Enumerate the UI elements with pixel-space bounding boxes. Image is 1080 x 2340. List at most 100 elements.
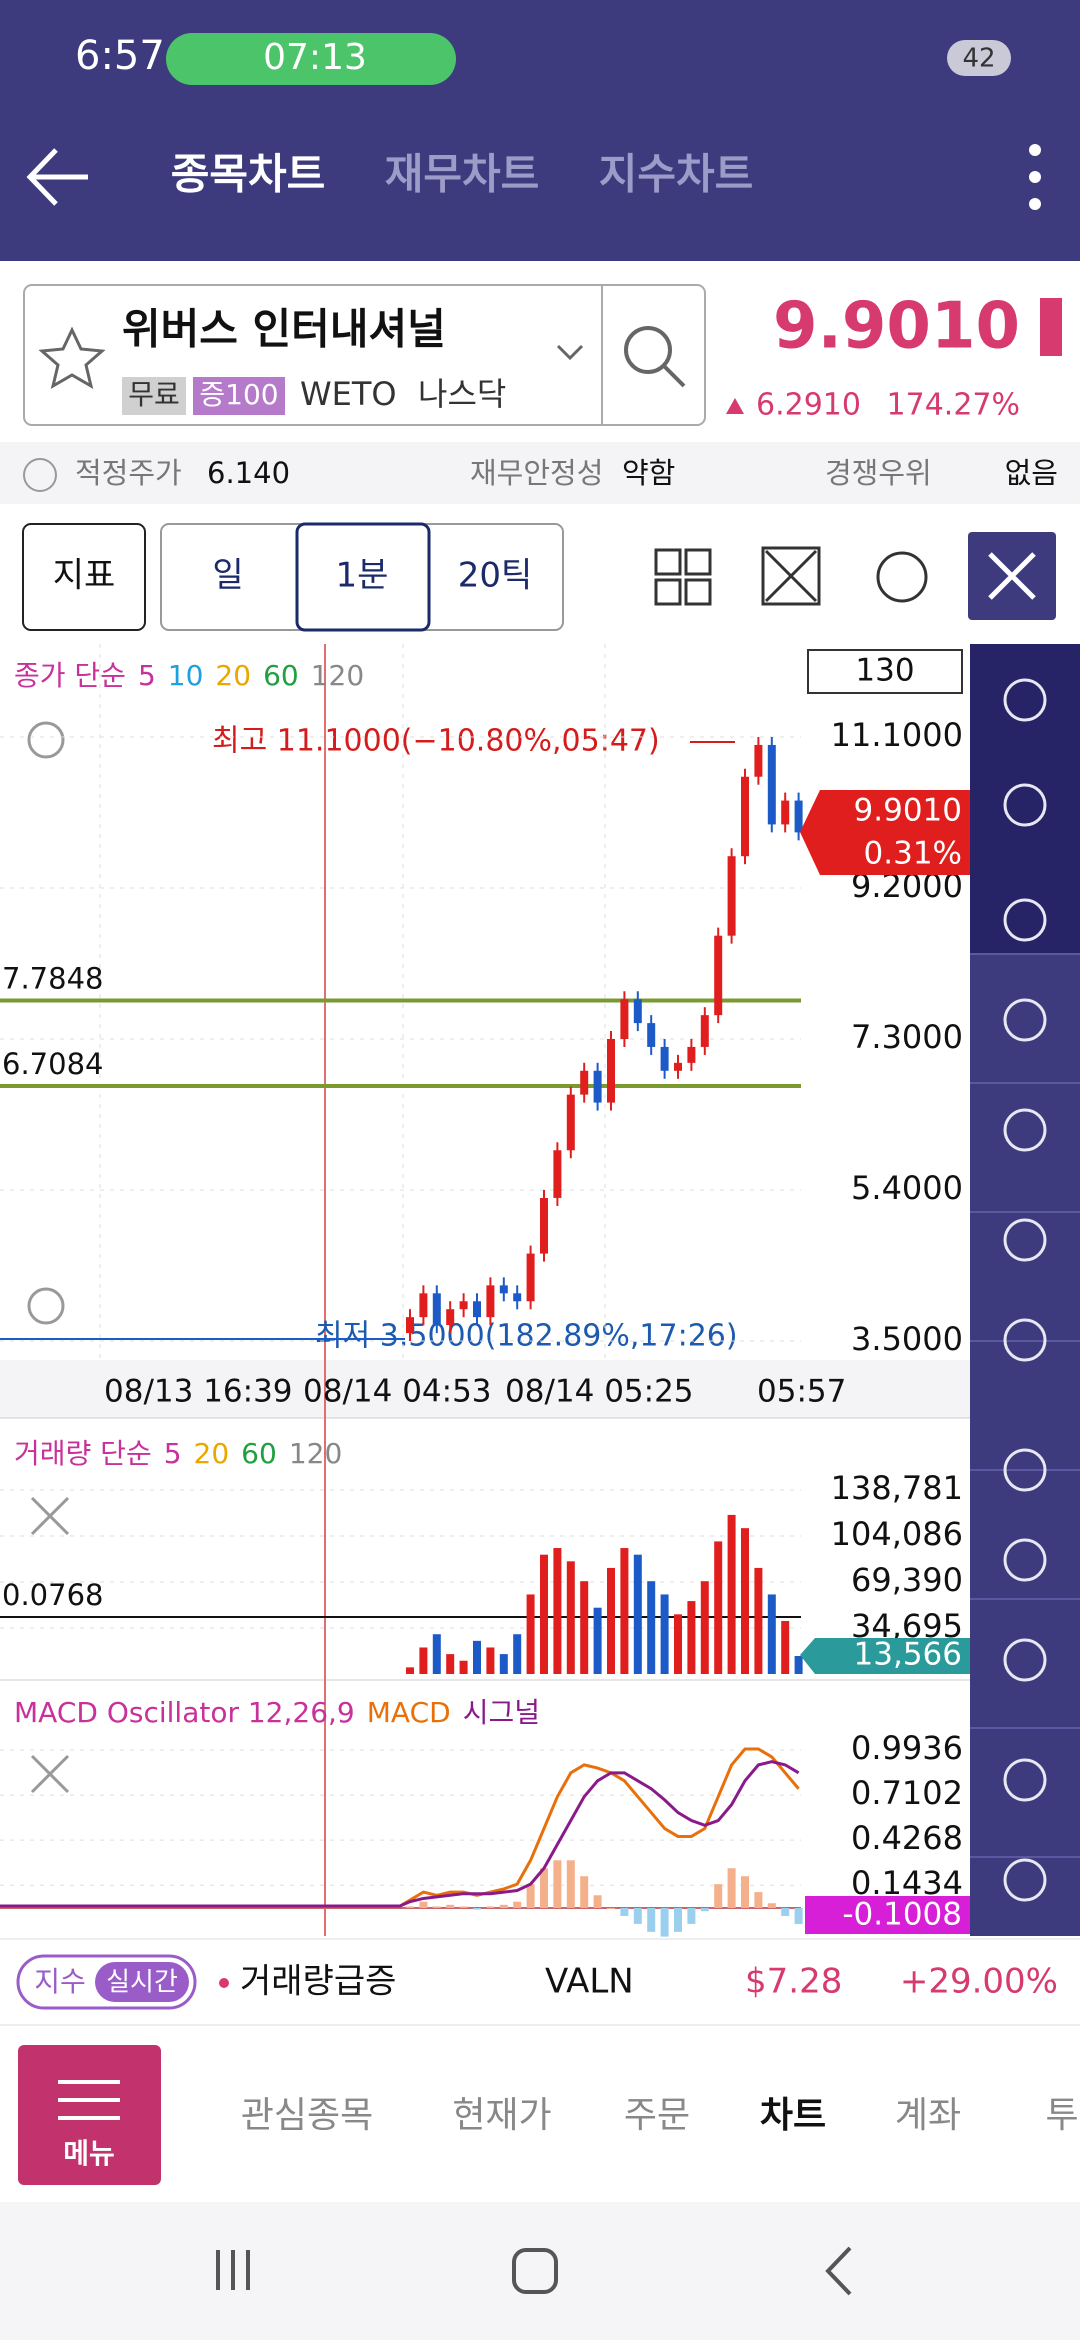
sidebar-tool[interactable]	[1003, 1318, 1047, 1362]
volume-bar	[620, 1548, 629, 1674]
search[interactable]	[624, 326, 686, 388]
tab[interactable]: 종목차트	[171, 150, 326, 199]
nav-item[interactable]: 투	[1045, 2095, 1078, 2136]
oscillator-bar	[620, 1908, 629, 1916]
settings-button[interactable]	[876, 551, 928, 603]
zoom-out[interactable]	[27, 1287, 65, 1325]
y-tick-label: 0.1434	[851, 1864, 963, 1902]
nav-item[interactable]: 주문	[624, 2095, 690, 2136]
period[interactable]: 1분	[336, 556, 389, 596]
volume-bar	[419, 1647, 428, 1674]
sidebar-tool[interactable]	[1003, 678, 1047, 722]
volume-bar	[727, 1514, 736, 1674]
price-bar	[1040, 298, 1062, 356]
oscillator-bar	[553, 1860, 562, 1908]
more-menu[interactable]	[1029, 144, 1041, 210]
sidebar-tool[interactable]	[1003, 898, 1047, 942]
menu-icon	[58, 2080, 120, 2120]
back-button[interactable]	[26, 148, 88, 206]
tab[interactable]: 재무차트	[385, 150, 540, 199]
layout-button[interactable]	[654, 548, 712, 606]
dropdown[interactable]	[556, 344, 584, 361]
macd-badge-value: -0.1008	[842, 1897, 962, 1933]
oscillator-bar	[674, 1908, 682, 1932]
oscillator-bar	[446, 1904, 455, 1908]
tools-icon	[988, 552, 1036, 600]
candle	[781, 800, 790, 825]
price-badge	[800, 790, 970, 875]
oscillator-bar	[580, 1876, 589, 1908]
call-pill	[166, 33, 456, 85]
volume-bar	[633, 1554, 642, 1674]
candle	[419, 1293, 428, 1318]
info-value: 6.140	[207, 456, 290, 490]
period[interactable]: 일	[212, 556, 243, 596]
close-pane[interactable]	[30, 1496, 70, 1536]
y-tick-label: 0.9936	[851, 1729, 963, 1767]
period-selected[interactable]	[295, 522, 431, 632]
legend-period: 60	[241, 1437, 277, 1470]
up-arrow	[726, 398, 744, 414]
info-value: 없음	[1005, 456, 1058, 490]
sidebar-tool[interactable]	[1003, 998, 1047, 1042]
candle	[687, 1046, 696, 1063]
recents[interactable]	[216, 2250, 250, 2290]
legend-period: 20	[194, 1437, 230, 1470]
sidebar-tool[interactable]	[1003, 1858, 1047, 1902]
oscillator-bar	[741, 1876, 749, 1908]
time-axis-bg	[0, 1360, 970, 1418]
info-value: 약함	[622, 456, 675, 490]
volume-bar	[607, 1567, 615, 1674]
macd-line	[0, 1747, 800, 1908]
sidebar-tool[interactable]	[1003, 1638, 1047, 1682]
nav-item[interactable]: 현재가	[452, 2095, 551, 2136]
candle	[754, 744, 763, 777]
info-label: 재무안정성	[470, 456, 603, 490]
volume-bar	[486, 1647, 495, 1674]
oscillator-bar	[486, 1906, 495, 1908]
oscillator-bar	[700, 1908, 709, 1912]
sidebar-tool[interactable]	[1003, 1448, 1047, 1492]
volume-bar	[687, 1601, 696, 1674]
tag: 나스닥	[418, 375, 506, 413]
level-label: 0.0768	[2, 1578, 103, 1612]
tab[interactable]: 지수차트	[599, 150, 754, 199]
nav-item[interactable]: 차트	[760, 2095, 826, 2136]
nav-item[interactable]: 계좌	[895, 2095, 961, 2136]
home[interactable]	[512, 2248, 558, 2294]
volume-bar	[580, 1581, 589, 1674]
sidebar-tool[interactable]	[1003, 1108, 1047, 1152]
oscillator-bar	[794, 1908, 803, 1925]
nav-item[interactable]: 관심종목	[241, 2095, 373, 2136]
period[interactable]: 20틱	[458, 556, 533, 596]
legend-period: 60	[263, 659, 299, 692]
macd-badge	[805, 1896, 970, 1934]
favorite-star[interactable]	[38, 326, 106, 390]
change-pct: 174.27%	[887, 388, 1020, 423]
tag: 무료	[128, 378, 180, 411]
indicator-button[interactable]	[22, 523, 146, 631]
oscillator-bar	[781, 1908, 790, 1916]
help[interactable]	[23, 458, 57, 492]
badge-live-bg	[95, 1962, 189, 2002]
indicator-label: 지표	[53, 556, 116, 596]
zoom-in[interactable]	[27, 721, 65, 759]
legend-period: 10	[168, 659, 204, 692]
menu-button[interactable]	[18, 2045, 161, 2185]
expand-button[interactable]	[761, 546, 821, 606]
count: 130	[855, 653, 914, 689]
level-label: 6.7084	[2, 1047, 103, 1081]
change: 6.2910	[756, 388, 861, 423]
volume-bar	[526, 1594, 535, 1674]
close-pane[interactable]	[30, 1754, 70, 1794]
sidebar-tool[interactable]	[1003, 1538, 1047, 1582]
sidebar-tool[interactable]	[1003, 1218, 1047, 1262]
back[interactable]	[825, 2246, 852, 2296]
oscillator-bar	[499, 1904, 508, 1908]
sidebar-tool[interactable]	[1003, 783, 1047, 827]
dot	[219, 1978, 229, 1988]
candle	[727, 856, 736, 936]
sidebar-tool[interactable]	[1003, 1758, 1047, 1802]
menu-label: 메뉴	[63, 2137, 115, 2170]
